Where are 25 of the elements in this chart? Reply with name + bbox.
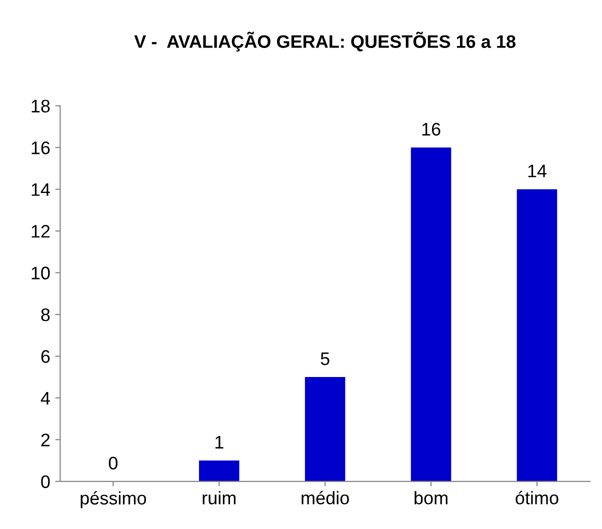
- bar: [304, 377, 346, 482]
- data-label: 14: [528, 164, 546, 178]
- y-tick-label: 18: [32, 100, 50, 113]
- bar: [198, 460, 240, 482]
- y-tick-label: 2: [41, 434, 50, 446]
- y-tick-label: 6: [41, 350, 50, 363]
- y-tick-label: 8: [41, 308, 50, 322]
- bar: [516, 189, 558, 482]
- y-tick-label: 12: [32, 224, 50, 238]
- y-tick-label: 10: [32, 266, 50, 280]
- y-tick-label: 14: [32, 183, 50, 196]
- x-tick-label: péssimo: [80, 491, 146, 508]
- y-tick-label: 4: [40, 392, 50, 404]
- x-tick-label: ótimo: [516, 490, 558, 504]
- x-tick-label: ruim: [202, 491, 236, 504]
- data-label: 1: [215, 436, 224, 448]
- y-tick-label: 0: [41, 475, 50, 488]
- x-tick-label: médio: [302, 490, 349, 504]
- bar: [410, 148, 452, 482]
- chart-title: V - AVALIAÇÃO GERAL: QUESTÕES 16 a 18: [134, 32, 516, 52]
- data-label: 16: [422, 122, 440, 136]
- data-label: 5: [320, 352, 330, 366]
- data-label: 0: [108, 456, 118, 470]
- x-tick-label: bom: [414, 491, 448, 504]
- y-tick-label: 16: [32, 141, 50, 154]
